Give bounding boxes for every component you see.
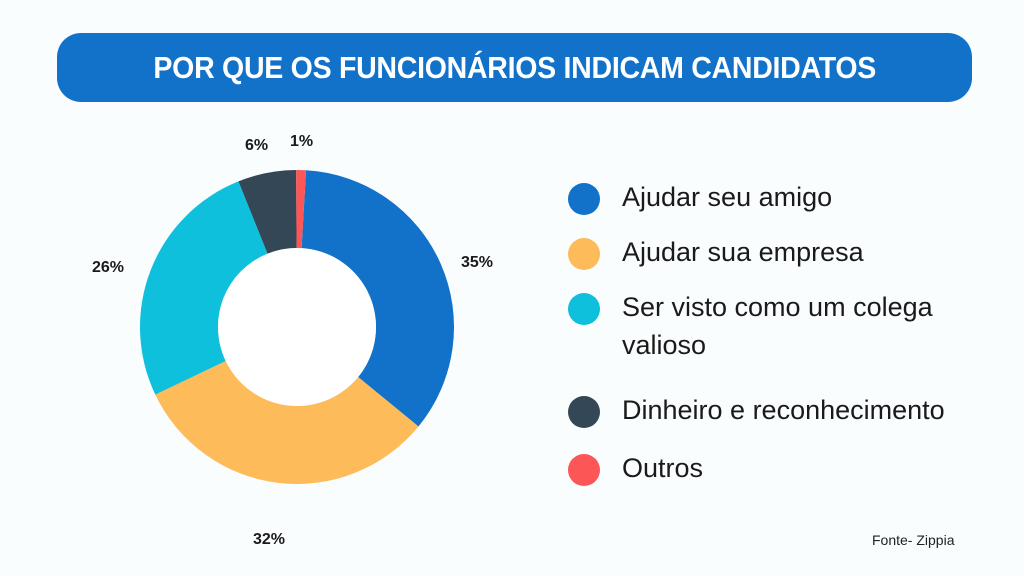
- pct-label-ajudar-empresa: 32%: [253, 531, 286, 548]
- donut-slice: [296, 170, 307, 249]
- donut-slice: [301, 170, 455, 427]
- donut-slice: [238, 170, 297, 254]
- legend-label: Outros: [622, 453, 704, 483]
- legend-dot-icon: [568, 396, 600, 428]
- legend-label: Ajudar sua empresa: [622, 237, 864, 267]
- pct-label-outros: 1%: [290, 133, 314, 150]
- pct-label-colega-valioso: 26%: [92, 259, 125, 276]
- legend-item-colega-valioso: Ser visto como um colega valioso: [568, 291, 1008, 364]
- legend-item-outros: Outros: [568, 452, 1008, 487]
- donut-slice: [155, 361, 419, 484]
- legend-item-dinheiro: Dinheiro e reconhecimento: [568, 394, 1008, 429]
- chart-title: POR QUE OS FUNCIONÁRIOS INDICAM CANDIDAT…: [153, 49, 876, 85]
- legend-label: Ser visto como um colega valioso: [622, 292, 933, 360]
- legend-dot-icon: [568, 454, 600, 486]
- legend-dot-icon: [568, 183, 600, 215]
- legend-dot-icon: [568, 238, 600, 270]
- legend-item-ajudar-amigo: Ajudar seu amigo: [568, 181, 1008, 216]
- donut-slice: [139, 181, 268, 395]
- source-note: Fonte- Zippia: [872, 532, 955, 548]
- title-banner: POR QUE OS FUNCIONÁRIOS INDICAM CANDIDAT…: [57, 33, 972, 102]
- pct-label-ajudar-amigo: 35%: [461, 254, 494, 271]
- pct-label-dinheiro: 6%: [245, 137, 269, 154]
- legend-item-ajudar-empresa: Ajudar sua empresa: [568, 236, 1008, 271]
- legend-label: Dinheiro e reconhecimento: [622, 395, 945, 425]
- donut-hole: [218, 248, 376, 406]
- legend-label: Ajudar seu amigo: [622, 182, 833, 212]
- legend-dot-icon: [568, 293, 600, 325]
